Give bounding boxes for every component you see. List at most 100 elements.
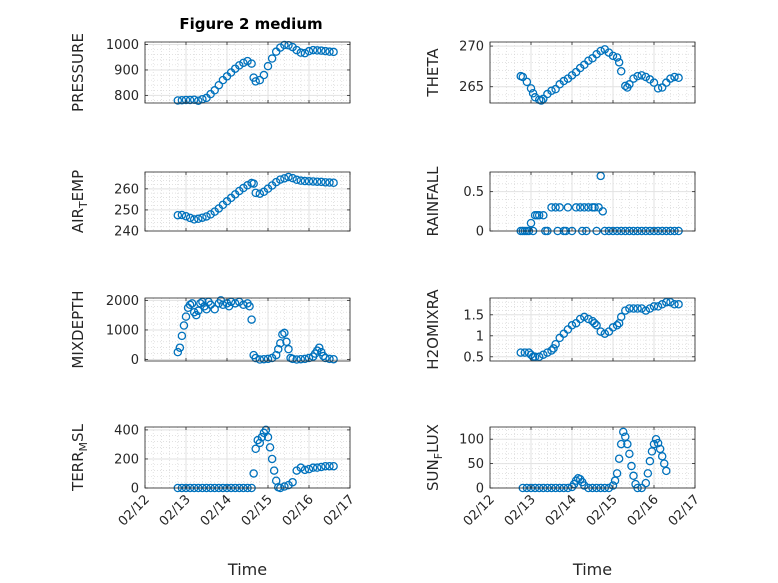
data-point xyxy=(321,353,330,363)
data-point xyxy=(296,354,306,364)
data-point xyxy=(177,95,187,105)
data-point xyxy=(547,203,556,212)
data-point xyxy=(534,352,544,362)
data-point xyxy=(300,465,310,475)
plot-area xyxy=(145,427,350,488)
data-point xyxy=(612,469,622,478)
y-tick-label: 0.5 xyxy=(463,350,484,365)
y-tick-label: 265 xyxy=(459,80,484,95)
data-point xyxy=(670,300,679,309)
data-point xyxy=(629,471,638,481)
x-tick-label: 02/16 xyxy=(625,492,662,529)
x-tick-label: 02/12 xyxy=(116,492,153,529)
data-point xyxy=(284,172,293,182)
data-point xyxy=(273,344,283,354)
plot-area xyxy=(490,427,695,488)
data-point xyxy=(539,211,548,220)
subplot-rainfall: 0 0.5 RAINFALL xyxy=(424,166,696,240)
y-tick-label: 0.5 xyxy=(463,185,484,200)
data-point xyxy=(276,339,285,348)
data-point xyxy=(567,321,577,330)
data-point xyxy=(653,84,663,93)
data-point xyxy=(674,300,683,309)
data-point xyxy=(214,80,224,90)
data-point xyxy=(616,67,626,76)
data-point xyxy=(571,203,581,212)
data-point xyxy=(181,211,191,221)
data-point xyxy=(304,46,314,56)
data-point xyxy=(670,72,679,82)
data-point xyxy=(198,213,207,222)
data-point xyxy=(625,304,634,313)
data-point xyxy=(662,297,671,307)
subplot-h2omixra: 0.5 1 1.5 H2OMIXRA xyxy=(424,289,696,370)
y-tick-label: 50 xyxy=(467,457,484,472)
data-point xyxy=(547,86,556,96)
data-point xyxy=(308,463,318,472)
data-point xyxy=(173,210,183,220)
y-axis-label: SUNFLUX xyxy=(424,424,445,491)
data-point xyxy=(614,454,624,463)
data-point xyxy=(580,481,589,490)
x-axis-label: Time xyxy=(572,560,612,579)
data-point xyxy=(269,466,279,475)
data-point xyxy=(304,464,314,474)
data-point xyxy=(600,329,610,338)
data-point xyxy=(522,77,532,87)
data-point xyxy=(518,72,528,82)
data-point xyxy=(218,300,228,310)
data-point xyxy=(596,46,605,56)
plot-area xyxy=(490,172,695,231)
data-point xyxy=(329,354,338,364)
data-point xyxy=(194,214,203,224)
data-point xyxy=(288,477,297,487)
data-point xyxy=(185,213,195,223)
data-point xyxy=(653,438,663,448)
data-point xyxy=(259,354,269,364)
data-point xyxy=(649,78,659,87)
data-point xyxy=(251,188,260,198)
data-point xyxy=(580,203,589,212)
data-point xyxy=(539,94,548,104)
data-point xyxy=(191,310,201,320)
data-point xyxy=(325,47,334,56)
x-tick-label: 02/17 xyxy=(666,492,703,529)
data-point xyxy=(263,432,273,442)
subplot-sun_flux: 0 50 100 SUNFLUX 02/12 02/13 02/14 02/15 02/16 02… xyxy=(424,424,703,579)
data-point xyxy=(551,339,560,349)
data-point xyxy=(329,178,338,187)
data-point xyxy=(177,331,187,341)
y-axis-label: THETA xyxy=(424,48,442,98)
data-point xyxy=(627,461,636,471)
data-point xyxy=(555,203,564,212)
data-point xyxy=(563,203,573,212)
data-point xyxy=(641,72,651,82)
data-point xyxy=(249,179,258,188)
axes-box xyxy=(489,426,696,489)
subplot-mixdepth: 0 1000 2000 MIXDEPTH xyxy=(69,290,351,369)
data-point xyxy=(312,177,322,186)
data-point xyxy=(666,297,675,307)
data-point xyxy=(271,350,281,360)
data-point xyxy=(580,312,589,322)
data-point xyxy=(662,466,671,476)
data-point xyxy=(598,207,608,216)
data-point xyxy=(674,73,683,83)
data-point xyxy=(189,215,199,224)
y-tick-label: 100 xyxy=(459,433,484,448)
data-point xyxy=(317,462,326,472)
data-point xyxy=(210,86,219,95)
data-point xyxy=(280,174,289,183)
y-tick-label: 200 xyxy=(114,452,139,467)
data-point xyxy=(608,481,618,490)
data-point xyxy=(571,476,581,485)
data-point xyxy=(245,302,254,311)
data-point xyxy=(621,306,630,315)
data-point xyxy=(304,177,314,186)
y-tick-label: 0 xyxy=(131,482,139,497)
x-tick-label: 02/14 xyxy=(198,492,235,529)
data-point xyxy=(194,306,203,315)
plot-area xyxy=(490,42,695,103)
figure-title: Figure 2 medium xyxy=(179,15,322,33)
